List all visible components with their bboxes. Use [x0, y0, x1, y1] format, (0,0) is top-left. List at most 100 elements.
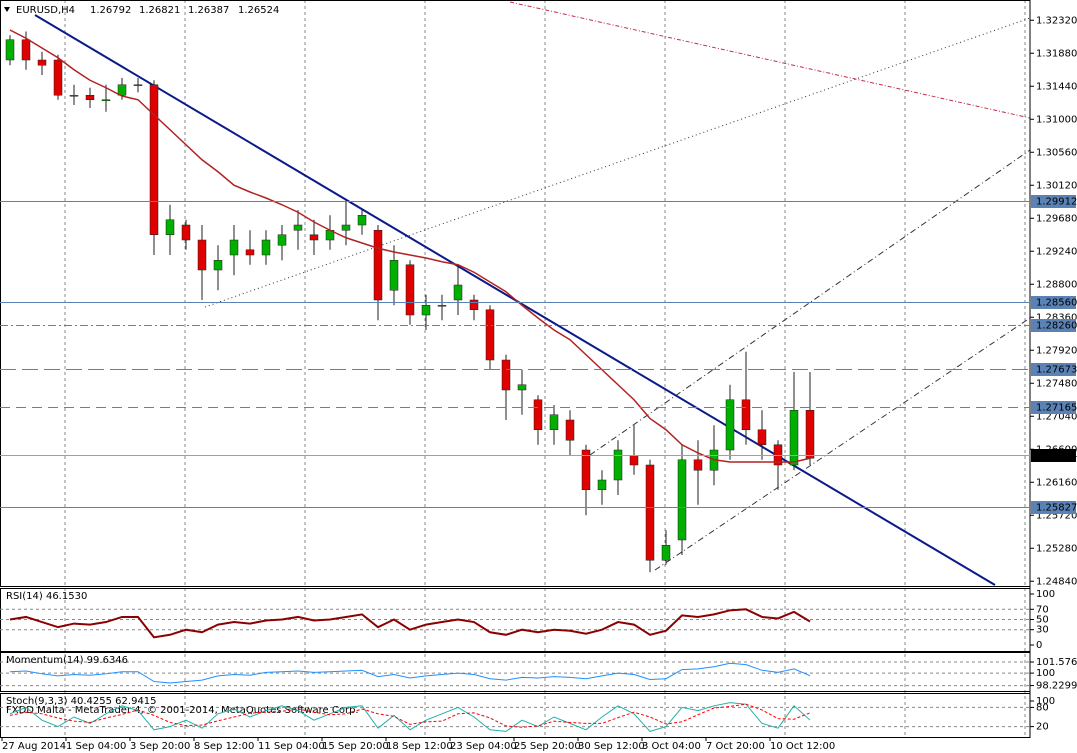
candle-body [37, 59, 47, 66]
candle-body [501, 359, 511, 391]
candle-body [117, 84, 127, 96]
y-tick-label: 1.31000 [1036, 114, 1077, 125]
indicator-line [9, 662, 811, 684]
candle-body [101, 99, 111, 101]
x-tick-label: 30 Sep 12:00 [578, 741, 645, 752]
candle-body [405, 264, 415, 316]
candle-body [581, 449, 591, 490]
y-tick-label: 1.26160 [1036, 477, 1077, 488]
y-tick-label: 20 [1036, 722, 1049, 733]
candle-body [533, 399, 543, 430]
x-tick-label: 15 Sep 20:00 [322, 741, 389, 752]
y-tick-label: 98.2299 [1036, 681, 1077, 692]
candle-body [693, 459, 703, 471]
candle-body [645, 464, 655, 561]
candle-body [69, 95, 79, 97]
symbol: EURUSD,H4 [16, 5, 75, 16]
candle-body [485, 309, 495, 361]
candle-body [421, 305, 431, 316]
y-tick-label: 1.30120 [1036, 180, 1077, 191]
y-tick-label: 1.29680 [1036, 213, 1077, 224]
indicator-line [9, 702, 811, 732]
y-tick-label: 1.24840 [1036, 576, 1077, 587]
y-tick-label: 1.31880 [1036, 48, 1077, 59]
channel-line [589, 149, 1031, 456]
candle-body [229, 239, 239, 256]
y-tick-label: 1.32320 [1036, 15, 1077, 26]
candle-body [389, 260, 399, 291]
candle-body [309, 234, 319, 241]
quote-high: 1.26821 [139, 5, 180, 16]
indicator-line [9, 608, 811, 639]
candle-body [341, 224, 351, 231]
y-tick-label: 1.27920 [1036, 345, 1077, 356]
candle-body [725, 399, 735, 451]
watermark: FXDD Malta - MetaTrader 4, © 2001-2014, … [6, 705, 359, 716]
level-label: 1.28560 [1036, 298, 1077, 309]
level-box [1031, 363, 1076, 376]
x-tick-label: 23 Sep 04:00 [450, 741, 517, 752]
candle-body [773, 444, 783, 466]
y-tick-label: 1.25280 [1036, 543, 1077, 554]
quote-close: 1.26524 [238, 5, 279, 16]
level-label: 1.29912 [1036, 197, 1077, 208]
candle-body [613, 449, 623, 481]
level-box [1031, 296, 1076, 309]
level-label: 1.27673 [1036, 365, 1077, 376]
y-tick-label: 100 [1036, 696, 1055, 707]
candle-body [293, 224, 303, 231]
y-tick-label: 1.25720 [1036, 510, 1077, 521]
candle-body [133, 84, 143, 86]
candle-body [453, 284, 463, 301]
y-tick-label: 1.27040 [1036, 411, 1077, 422]
level-label: 1.28260 [1036, 321, 1077, 332]
level-box [1031, 401, 1076, 414]
trend-line [204, 17, 1031, 308]
channel-line [654, 317, 1031, 571]
candle-body [437, 305, 447, 307]
level-label: 1.27165 [1036, 403, 1077, 414]
candle-body [165, 219, 175, 235]
y-tick-label: 100 [1036, 589, 1055, 600]
x-tick-label: 18 Sep 12:00 [386, 741, 453, 752]
y-tick-label: 1.29240 [1036, 246, 1077, 257]
candle-body [245, 249, 255, 256]
indicator-title: Stoch(9,3,3) 40.4255 62.9415 [6, 696, 157, 707]
indicator-title: Momentum(14) 99.6346 [6, 655, 128, 666]
vertical-grid [64, 0, 1026, 737]
y-tick-label: 100 [1036, 668, 1055, 679]
y-tick-label: 101.5764 [1036, 657, 1077, 668]
candle-body [197, 239, 207, 271]
candle-body [565, 419, 575, 441]
candle-body [277, 234, 287, 246]
candle-body [261, 239, 271, 256]
y-tick-label: 1.31440 [1036, 81, 1077, 92]
y-tick-label: 1.27480 [1036, 378, 1077, 389]
level-box [1031, 195, 1076, 208]
candle-body [661, 545, 671, 561]
candle-body [469, 299, 479, 310]
level-label: 1.26524 [1036, 451, 1077, 462]
x-tick-label: 7 Oct 20:00 [706, 741, 765, 752]
x-tick-label: 3 Sep 20:00 [130, 741, 190, 752]
y-tick-label: 1.28360 [1036, 312, 1077, 323]
y-tick-label: 30 [1036, 625, 1049, 636]
x-tick-label: 1 Sep 04:00 [66, 741, 126, 752]
y-tick-label: 1.28800 [1036, 279, 1077, 290]
level-box [1031, 319, 1076, 332]
candle-body [597, 479, 607, 490]
y-tick-label: 0 [1036, 640, 1042, 651]
candle-body [549, 414, 559, 430]
level-label: 1.25827 [1036, 503, 1077, 514]
x-tick-label: 25 Sep 20:00 [514, 741, 581, 752]
menu-arrow[interactable] [4, 7, 10, 12]
indicator-title: RSI(14) 46.1530 [6, 591, 87, 602]
y-tick-label: 50 [1036, 615, 1049, 626]
x-tick-label: 8 Sep 12:00 [194, 741, 254, 752]
quote-open: 1.26792 [90, 5, 131, 16]
candle-body [629, 455, 639, 466]
candle-body [357, 215, 367, 226]
candle-body [181, 224, 191, 241]
